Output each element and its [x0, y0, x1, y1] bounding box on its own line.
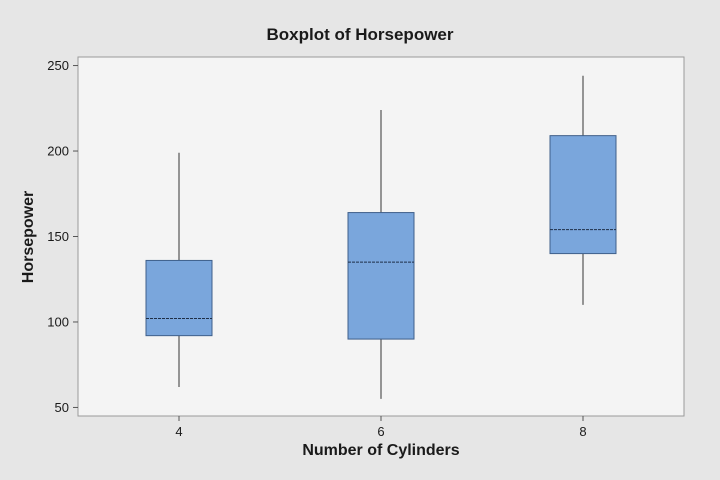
y-axis-label: Horsepower [20, 191, 37, 283]
x-tick-label: 4 [175, 424, 182, 439]
box-series [145, 75, 617, 399]
y-tick-label: 50 [55, 400, 69, 415]
y-tick-label: 250 [47, 58, 69, 73]
x-axis: 4 6 8 [175, 416, 587, 439]
iqr-box [347, 212, 415, 340]
x-axis-label: Number of Cylinders [302, 442, 459, 459]
y-tick-label: 150 [47, 229, 69, 244]
y-tick-label: 200 [47, 144, 69, 159]
chart-title: Boxplot of Horsepower [266, 25, 453, 44]
iqr-box [145, 259, 213, 337]
x-tick-label: 6 [377, 424, 384, 439]
iqr-box [549, 135, 617, 255]
box-8-cyl [549, 75, 617, 305]
box-6-cyl [347, 109, 415, 399]
box-4-cyl [145, 152, 213, 387]
y-tick-label: 100 [47, 314, 69, 329]
x-tick-label: 8 [579, 424, 586, 439]
y-axis: 50 100 150 200 250 [47, 58, 78, 415]
